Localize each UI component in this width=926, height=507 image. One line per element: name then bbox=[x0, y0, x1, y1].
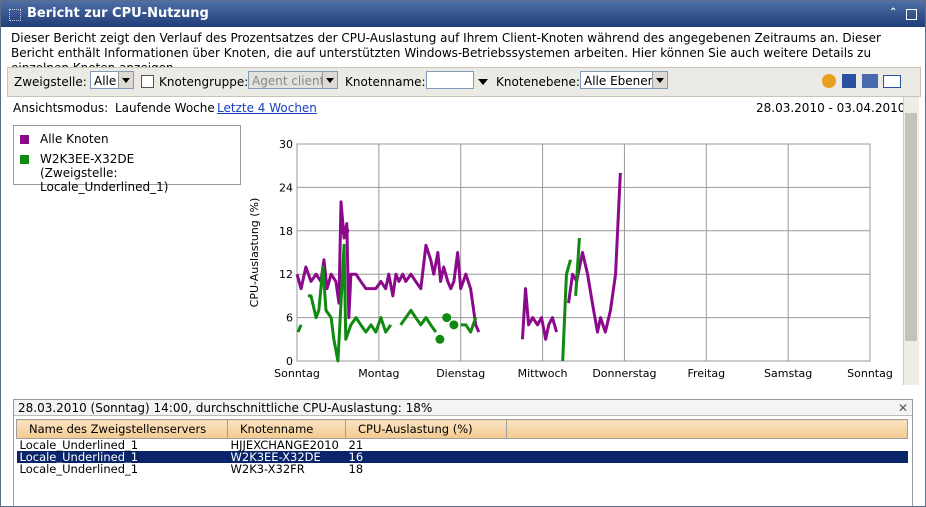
level-select[interactable]: Alle Ebenen bbox=[580, 71, 668, 89]
highlight-point bbox=[340, 226, 350, 236]
checkbox[interactable] bbox=[141, 75, 154, 88]
highlight-point bbox=[442, 313, 452, 323]
series-line bbox=[561, 259, 572, 362]
refresh-button[interactable] bbox=[822, 74, 836, 88]
series-line bbox=[520, 287, 558, 341]
highlight-point bbox=[435, 334, 445, 344]
select-value: Alle bbox=[94, 74, 117, 88]
table-cell-empty bbox=[506, 451, 908, 463]
legend-label: Alle Knoten bbox=[40, 132, 109, 146]
x-tick-label: Mittwoch bbox=[518, 367, 568, 380]
chart: 0 6 12 18 24 30 Sonntag Montag Dienstag Mittwoch D… bbox=[248, 138, 893, 380]
label: Knotengruppe: bbox=[159, 75, 249, 89]
series-line bbox=[307, 243, 393, 363]
column-header-empty bbox=[506, 419, 908, 439]
table-cell: Locale_Underlined_1 bbox=[16, 451, 228, 463]
label: Zweigstelle: bbox=[14, 75, 87, 89]
x-tick-label: Donnerstag bbox=[592, 367, 656, 380]
grip-icon bbox=[9, 9, 21, 21]
highlight-point bbox=[449, 320, 459, 330]
table-row[interactable]: Locale_Underlined_1 W2K3-X32FR 18 bbox=[17, 463, 908, 475]
y-tick-label: 18 bbox=[279, 225, 293, 238]
details-panel: 28.03.2010 (Sonntag) 14:00, durchschnitt… bbox=[13, 399, 913, 506]
close-button[interactable]: ✕ bbox=[898, 401, 909, 415]
details-summary: 28.03.2010 (Sonntag) 14:00, durchschnitt… bbox=[14, 400, 912, 416]
table-cell: W2K3EE-X32DE bbox=[227, 451, 346, 463]
maximize-button[interactable] bbox=[906, 9, 917, 20]
y-tick-label: 30 bbox=[279, 138, 293, 151]
legend: Alle Knoten W2K3EE-X32DE (Zweigstelle: Lo… bbox=[13, 125, 241, 194]
label: Knotenebene: bbox=[496, 75, 580, 89]
scroll-thumb[interactable] bbox=[905, 113, 917, 341]
legend-swatch bbox=[20, 135, 29, 144]
y-tick-label: 24 bbox=[279, 181, 293, 194]
title-bar: Bericht zur CPU-Nutzung ⌃ bbox=[1, 1, 925, 27]
series-line bbox=[567, 172, 622, 334]
x-tick-label: Dienstag bbox=[436, 367, 485, 380]
y-tick-label: 12 bbox=[279, 268, 293, 281]
table-cell: W2K3-X32FR bbox=[230, 462, 305, 476]
column-header: Knotenname bbox=[227, 419, 346, 439]
column-header: Name des Zweigstellenservers bbox=[16, 419, 228, 439]
series-line bbox=[296, 324, 303, 333]
x-tick-label: Sonntag bbox=[847, 367, 893, 380]
label: Knotenname: bbox=[345, 75, 426, 89]
details-table: Name des Zweigstellenservers Knotenname CP… bbox=[16, 419, 908, 475]
table-cell: 16 bbox=[345, 451, 507, 463]
x-tick-label: Freitag bbox=[687, 367, 725, 380]
series-line bbox=[399, 308, 438, 333]
x-tick-label: Montag bbox=[358, 367, 399, 380]
series-line bbox=[574, 237, 581, 296]
window-title: Bericht zur CPU-Nutzung bbox=[27, 6, 209, 21]
y-tick-label: 6 bbox=[286, 312, 293, 325]
table-cell: Locale_Underlined_1 bbox=[19, 462, 139, 476]
view-label: Ansichtsmodus: bbox=[13, 101, 109, 115]
table-row[interactable]: Locale_Underlined_1 HJJEXCHANGE2010 21 bbox=[17, 439, 908, 452]
dropdown-arrow[interactable] bbox=[478, 79, 488, 90]
select-value: Alle Ebenen bbox=[584, 74, 656, 88]
series-line bbox=[460, 317, 478, 334]
legend-swatch bbox=[20, 155, 29, 164]
series-line bbox=[295, 200, 481, 333]
view-current: Laufende Woche bbox=[115, 101, 215, 115]
scrollbar[interactable] bbox=[903, 97, 919, 385]
select-value: Agent client bbox=[252, 74, 325, 88]
group-select: Agent client bbox=[248, 71, 338, 89]
toolbar: Zweigstelle: Alle Knotengruppe: Agent cl… bbox=[7, 67, 921, 97]
view-link[interactable]: Letzte 4 Wochen bbox=[217, 101, 317, 115]
mail-button[interactable] bbox=[883, 75, 901, 88]
y-tick-label: 0 bbox=[286, 355, 293, 368]
branch-select[interactable]: Alle bbox=[90, 71, 134, 89]
y-axis-label: CPU-Auslastung (%) bbox=[248, 198, 261, 308]
node-input[interactable] bbox=[426, 71, 474, 89]
print-button[interactable] bbox=[862, 74, 878, 88]
column-header: CPU-Auslastung (%) bbox=[345, 419, 507, 439]
save-button[interactable] bbox=[842, 74, 856, 88]
x-tick-label: Sonntag bbox=[274, 367, 320, 380]
table-cell-empty bbox=[507, 439, 908, 452]
table-row[interactable]: Locale_Underlined_1 W2K3EE-X32DE 16 bbox=[16, 451, 908, 463]
table-cell: 18 bbox=[348, 462, 364, 476]
legend-label: W2K3EE-X32DE (Zweigstelle: Locale_Underl… bbox=[40, 152, 169, 194]
date-range: 28.03.2010 - 03.04.2010 bbox=[756, 101, 906, 115]
x-tick-label: Samstag bbox=[764, 367, 812, 380]
table-cell: HJJEXCHANGE2010 bbox=[230, 438, 339, 452]
collapse-button[interactable]: ⌃ bbox=[889, 7, 898, 18]
table-cell: 21 bbox=[348, 438, 364, 452]
table-cell: Locale_Underlined_1 bbox=[19, 438, 139, 452]
table-cell-empty bbox=[507, 463, 908, 475]
